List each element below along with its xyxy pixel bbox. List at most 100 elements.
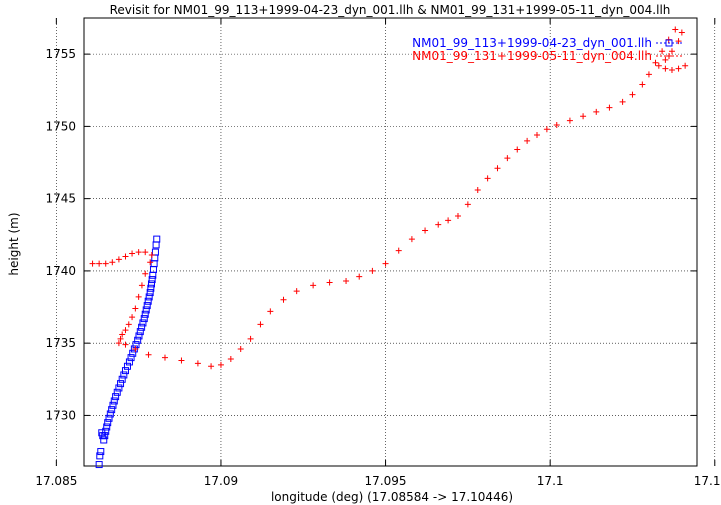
- data-point: [247, 335, 254, 342]
- legend-label: NM01_99_131+1999-05-11_dyn_004.llh: [412, 49, 652, 63]
- data-point: [494, 165, 501, 172]
- y-tick-label: 1740: [45, 264, 76, 278]
- data-point: [132, 305, 139, 312]
- data-point: [147, 259, 154, 266]
- data-point: [96, 452, 104, 460]
- data-point: [132, 341, 140, 349]
- data-point: [96, 260, 103, 267]
- grid-layer: [56, 18, 716, 466]
- y-tick-label: 1745: [45, 192, 76, 206]
- legend-label: NM01_99_113+1999-04-23_dyn_001.llh: [412, 36, 652, 50]
- data-point: [310, 282, 317, 289]
- data-point: [105, 414, 113, 422]
- data-point: [152, 241, 160, 249]
- data-point: [146, 289, 154, 297]
- x-axis-label: longitude (deg) (17.08584 -> 17.10446): [271, 490, 513, 504]
- data-point: [127, 354, 135, 362]
- data-point: [117, 380, 125, 388]
- data-point: [524, 137, 531, 144]
- data-point: [178, 357, 185, 364]
- data-point: [678, 29, 685, 36]
- data-point: [119, 331, 126, 338]
- data-point: [474, 186, 481, 193]
- chart-title: Revisit for NM01_99_113+1999-04-23_dyn_0…: [110, 3, 671, 17]
- data-point: [454, 212, 461, 219]
- data-point: [150, 260, 158, 268]
- data-point: [148, 252, 155, 259]
- y-tick-label: 1730: [45, 408, 76, 422]
- data-point: [148, 276, 156, 284]
- data-point: [125, 321, 132, 328]
- data-point: [110, 397, 118, 405]
- data-point: [141, 310, 149, 318]
- data-point: [580, 113, 587, 120]
- data-point: [104, 419, 112, 427]
- data-point: [115, 384, 123, 392]
- data-point: [118, 375, 126, 383]
- data-point: [356, 273, 363, 280]
- data-point: [293, 288, 300, 295]
- data-point: [123, 362, 131, 370]
- data-point: [151, 248, 159, 256]
- data-point: [125, 358, 133, 366]
- data-point: [566, 117, 573, 124]
- x-tick-label: 17.1: [537, 474, 564, 488]
- y-tick-label: 1750: [45, 119, 76, 133]
- data-point: [147, 280, 155, 288]
- data-point: [408, 236, 415, 243]
- x-tick-label: 17.085: [35, 474, 77, 488]
- data-point: [464, 201, 471, 208]
- data-point: [115, 256, 122, 263]
- data-point: [161, 354, 168, 361]
- data-point: [662, 65, 669, 72]
- data-point: [553, 121, 560, 128]
- data-point: [151, 254, 159, 262]
- data-point: [142, 270, 149, 277]
- data-point: [208, 363, 215, 370]
- data-point: [422, 227, 429, 234]
- data-point: [645, 71, 652, 78]
- series-layer: [89, 26, 689, 469]
- data-point: [237, 345, 244, 352]
- data-point: [593, 108, 600, 115]
- data-point: [149, 265, 157, 273]
- data-point: [280, 296, 287, 303]
- series-2: [89, 26, 689, 370]
- data-point: [138, 282, 145, 289]
- data-point: [343, 278, 350, 285]
- data-point: [129, 250, 136, 257]
- data-point: [129, 314, 136, 321]
- data-point: [144, 297, 152, 305]
- data-point: [97, 448, 105, 456]
- data-point: [655, 62, 662, 69]
- plot-frame: [83, 17, 698, 467]
- data-point: [606, 104, 613, 111]
- data-point: [662, 56, 669, 63]
- data-point: [675, 65, 682, 72]
- data-point: [668, 48, 675, 55]
- data-point: [153, 235, 161, 243]
- y-axis-label: height (m): [7, 212, 21, 275]
- data-point: [95, 461, 103, 469]
- tick-layer: 17.085 17.09 17.095 17.1 17.105 1730 1735 1740 1…: [35, 18, 721, 488]
- data-point: [504, 155, 511, 162]
- data-point: [139, 319, 147, 327]
- x-tick-label: 17.09: [204, 474, 238, 488]
- data-point: [143, 302, 151, 310]
- data-point: [132, 345, 139, 352]
- data-point: [369, 267, 376, 274]
- data-point: [113, 388, 121, 396]
- data-point: [142, 306, 150, 314]
- data-point: [138, 323, 146, 331]
- data-point: [135, 293, 142, 300]
- data-point: [668, 67, 675, 74]
- data-point: [267, 308, 274, 315]
- x-tick-label: 17.095: [365, 474, 407, 488]
- data-point: [102, 260, 109, 267]
- data-point: [145, 351, 152, 358]
- data-point: [217, 361, 224, 368]
- data-point: [98, 429, 106, 437]
- data-point: [120, 371, 128, 379]
- data-point: [639, 81, 646, 88]
- y-tick-label: 1755: [45, 47, 76, 61]
